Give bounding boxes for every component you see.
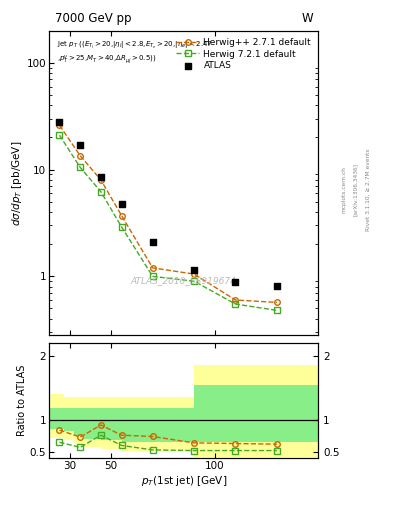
ATLAS xyxy=(274,282,280,290)
Text: ATLAS_2010_S8919674: ATLAS_2010_S8919674 xyxy=(131,276,237,285)
Herwig++ 2.7.1 default xyxy=(233,297,238,303)
Herwig 7.2.1 default xyxy=(99,189,103,195)
Text: Rivet 3.1.10, ≥ 2.7M events: Rivet 3.1.10, ≥ 2.7M events xyxy=(366,148,371,231)
X-axis label: $p_T$(1st jet) [GeV]: $p_T$(1st jet) [GeV] xyxy=(141,474,227,488)
ATLAS xyxy=(149,238,156,246)
Herwig++ 2.7.1 default xyxy=(150,265,155,271)
Herwig++ 2.7.1 default xyxy=(57,122,62,129)
ATLAS xyxy=(118,200,125,208)
ATLAS xyxy=(77,141,83,149)
Herwig 7.2.1 default xyxy=(275,307,279,313)
ATLAS xyxy=(98,173,104,181)
Line: Herwig 7.2.1 default: Herwig 7.2.1 default xyxy=(57,133,280,313)
Herwig 7.2.1 default xyxy=(150,273,155,280)
Y-axis label: Ratio to ATLAS: Ratio to ATLAS xyxy=(17,365,27,436)
Herwig 7.2.1 default xyxy=(78,164,83,170)
Text: mcplots.cern.ch: mcplots.cern.ch xyxy=(342,166,346,213)
Herwig++ 2.7.1 default xyxy=(275,300,279,306)
Text: Jet $p_T$ (($E_{T_l}$$>$20,$|\eta_l|$$<$2.8,$E_{T_e}$$>$20,$|\eta_e|$$<$2.47
,$p: Jet $p_T$ (($E_{T_l}$$>$20,$|\eta_l|$$<$… xyxy=(57,40,213,66)
Herwig++ 2.7.1 default xyxy=(99,177,103,183)
Legend: Herwig++ 2.7.1 default, Herwig 7.2.1 default, ATLAS: Herwig++ 2.7.1 default, Herwig 7.2.1 def… xyxy=(174,35,314,73)
Herwig++ 2.7.1 default xyxy=(192,271,196,277)
Herwig 7.2.1 default xyxy=(119,224,124,230)
ATLAS xyxy=(191,266,197,274)
Text: W: W xyxy=(301,12,313,25)
Text: [arXiv:1306.3436]: [arXiv:1306.3436] xyxy=(353,163,358,216)
Y-axis label: $d\sigma/dp_T$ [pb/GeV]: $d\sigma/dp_T$ [pb/GeV] xyxy=(10,140,24,226)
ATLAS xyxy=(56,118,62,126)
Herwig++ 2.7.1 default xyxy=(78,153,83,159)
Herwig 7.2.1 default xyxy=(57,132,62,138)
Herwig++ 2.7.1 default xyxy=(119,212,124,219)
ATLAS xyxy=(232,278,239,286)
Line: Herwig++ 2.7.1 default: Herwig++ 2.7.1 default xyxy=(57,122,280,305)
Herwig 7.2.1 default xyxy=(192,278,196,284)
Text: 7000 GeV pp: 7000 GeV pp xyxy=(55,12,131,25)
Herwig 7.2.1 default xyxy=(233,301,238,307)
